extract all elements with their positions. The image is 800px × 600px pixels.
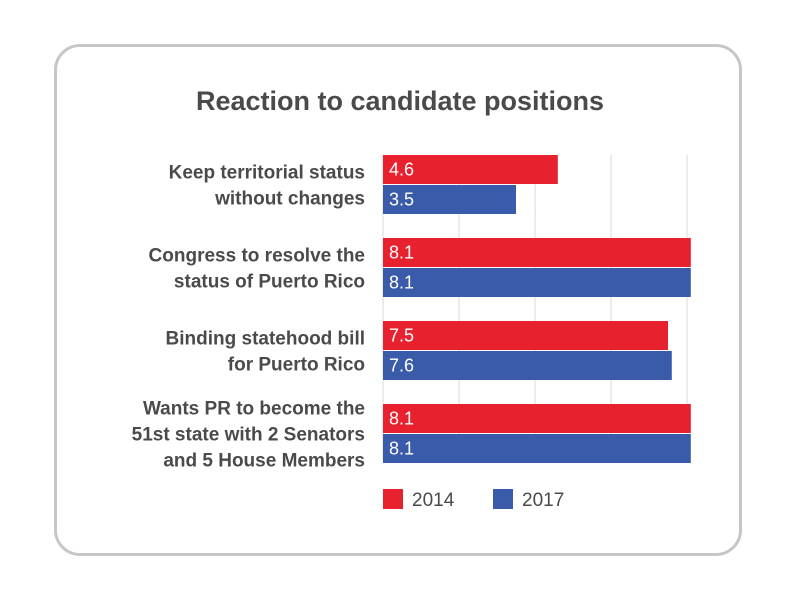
category-label: Binding statehood bill <box>166 329 365 350</box>
bar-2017 <box>383 185 516 214</box>
legend-swatch <box>493 489 513 509</box>
bar-2017 <box>383 268 691 297</box>
data-label: 8.1 <box>389 409 414 429</box>
bar-2017 <box>383 351 672 380</box>
data-label: 3.5 <box>389 190 414 210</box>
data-label: 4.6 <box>389 160 414 180</box>
category-label: and 5 House Members <box>163 451 365 472</box>
bar-2014 <box>383 404 691 433</box>
category-label: status of Puerto Rico <box>174 272 365 293</box>
chart-card <box>54 44 742 556</box>
category-label: 51st state with 2 Senators <box>132 425 365 446</box>
category-label: Wants PR to become the <box>143 399 365 420</box>
bar-2014 <box>383 321 668 350</box>
data-label: 8.1 <box>389 273 414 293</box>
category-label: for Puerto Rico <box>228 355 365 376</box>
bar-2017 <box>383 434 691 463</box>
data-label: 7.5 <box>389 326 414 346</box>
bar-2014 <box>383 155 558 184</box>
bar-2014 <box>383 238 691 267</box>
category-label: Keep territorial status <box>169 163 365 184</box>
chart-title: Reaction to candidate positions <box>195 86 605 116</box>
data-label: 7.6 <box>389 356 414 376</box>
category-label: Congress to resolve the <box>149 246 365 267</box>
data-label: 8.1 <box>389 439 414 459</box>
data-label: 8.1 <box>389 243 414 263</box>
legend-swatch <box>383 489 403 509</box>
legend-label: 2017 <box>522 490 564 511</box>
category-label: without changes <box>214 189 365 210</box>
legend-label: 2014 <box>412 490 455 511</box>
